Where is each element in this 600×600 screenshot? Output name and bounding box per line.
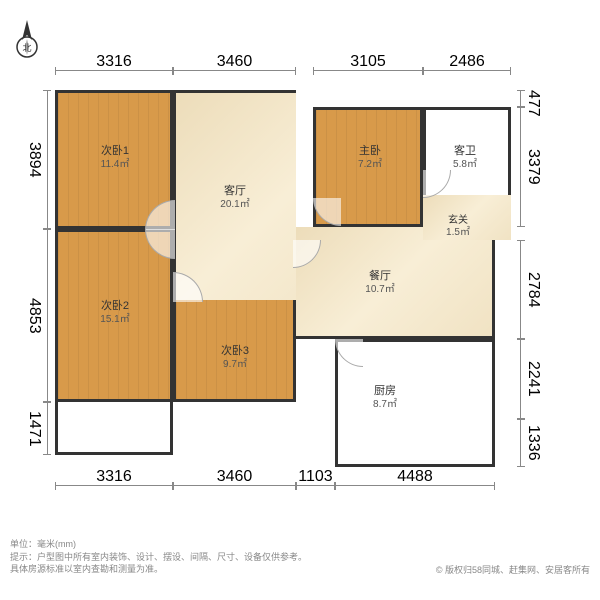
dim-left-0: 3894 — [30, 90, 48, 229]
label-bedroom3: 次卧39.7㎡ — [205, 345, 265, 371]
label-foyer: 玄关1.5㎡ — [433, 215, 483, 239]
dim-right-2: 2784 — [520, 240, 538, 339]
compass-icon: 北 — [12, 15, 42, 65]
svg-text:北: 北 — [22, 43, 31, 53]
copyright: © 版权归58同城、赶集网、安居客所有 — [436, 563, 590, 576]
dim-right-1: 3379 — [520, 107, 538, 227]
unit-label: 单位：毫米(mm) — [10, 538, 307, 551]
label-bath: 客卫5.8㎡ — [435, 145, 495, 171]
dim-top-0: 3316 — [55, 70, 173, 88]
dim-top-1: 3460 — [173, 70, 296, 88]
dim-left-1: 4853 — [30, 229, 48, 402]
room-ledge — [55, 402, 173, 455]
dim-right-0: 477 — [520, 90, 538, 107]
footer-notes: 单位：毫米(mm) 提示：户型图中所有室内装饰、设计、摆设、间隔、尺寸、设备仅供… — [10, 538, 307, 576]
dim-right-3: 2241 — [520, 339, 538, 419]
label-bedroom2: 次卧215.1㎡ — [85, 300, 145, 326]
label-dining: 餐厅10.7㎡ — [350, 270, 410, 296]
dim-left-2: 1471 — [30, 402, 48, 455]
dim-bot-3: 4488 — [335, 485, 495, 503]
label-master: 主卧7.2㎡ — [340, 145, 400, 171]
disclaimer: 提示：户型图中所有室内装饰、设计、摆设、间隔、尺寸、设备仅供参考。 具体房源标准… — [10, 551, 307, 576]
dim-top-2: 3105 — [313, 70, 423, 88]
label-bedroom1: 次卧111.4㎡ — [85, 145, 145, 171]
dim-bot-1: 3460 — [173, 485, 296, 503]
dim-bot-2: 1103 — [296, 485, 335, 503]
dim-right-4: 1336 — [520, 419, 538, 467]
floor-plan: 3316 3460 3105 2486 3316 3460 1103 4488 … — [55, 90, 545, 505]
label-living: 客厅20.1㎡ — [205, 185, 265, 211]
dim-bot-0: 3316 — [55, 485, 173, 503]
label-kitchen: 厨房8.7㎡ — [355, 385, 415, 411]
dim-top-3: 2486 — [423, 70, 511, 88]
